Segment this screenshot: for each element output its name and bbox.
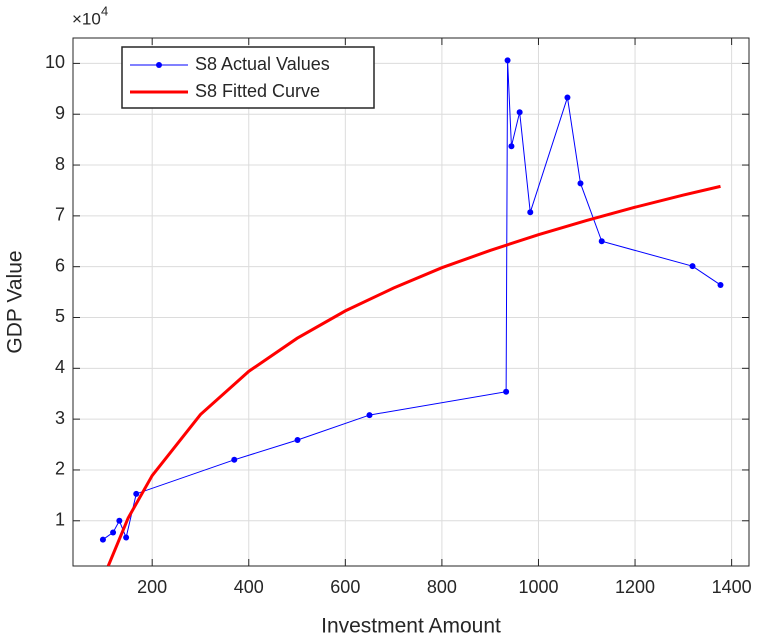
x-tick-label: 800	[427, 577, 457, 597]
legend-label: S8 Fitted Curve	[195, 81, 320, 101]
data-point	[516, 109, 523, 116]
data-point	[99, 536, 106, 543]
series-line	[106, 184, 721, 566]
data-point	[689, 263, 696, 270]
legend-marker	[156, 62, 162, 68]
y-tick-label: 5	[55, 306, 65, 326]
y-multiplier-exp: 4	[101, 3, 108, 18]
legend-label: S8 Actual Values	[195, 54, 330, 74]
data-point	[116, 517, 123, 524]
data-point	[504, 57, 511, 64]
x-axis-label: Investment Amount	[321, 615, 501, 638]
y-tick-label: 3	[55, 408, 65, 428]
data-point	[717, 281, 724, 288]
data-point	[123, 534, 130, 541]
y-tick-label: 1	[55, 510, 65, 530]
legend-box	[121, 46, 375, 109]
y-tick-label: 6	[55, 255, 65, 275]
x-tick-label: 400	[234, 577, 264, 597]
x-tick-label: 200	[137, 577, 167, 597]
y-tick-label: 2	[55, 459, 65, 479]
y-tick-label: 8	[55, 154, 65, 174]
data-point	[503, 388, 510, 395]
data-point	[294, 436, 301, 443]
data-point	[508, 143, 515, 150]
x-tick-label: 1400	[712, 577, 752, 597]
x-tick-label: 1200	[615, 577, 655, 597]
data-point	[527, 209, 534, 216]
data-point	[598, 238, 605, 245]
data-point	[110, 529, 117, 536]
series-line	[102, 60, 721, 540]
y-tick-label: 7	[55, 205, 65, 225]
data-point	[366, 412, 373, 419]
data-point	[564, 94, 571, 101]
x-tick-label: 600	[330, 577, 360, 597]
y-tick-label: 9	[55, 103, 65, 123]
y-multiplier: ×10	[72, 9, 101, 28]
y-tick-label: 10	[45, 52, 65, 72]
plot-area	[73, 38, 749, 566]
data-point	[231, 456, 238, 463]
plot-frame	[72, 37, 750, 567]
x-tick-label: 1000	[518, 577, 558, 597]
data-point	[577, 180, 584, 187]
y-axis-label: GDP Value	[4, 250, 27, 353]
data-point	[133, 490, 140, 497]
y-tick-label: 4	[55, 357, 65, 377]
